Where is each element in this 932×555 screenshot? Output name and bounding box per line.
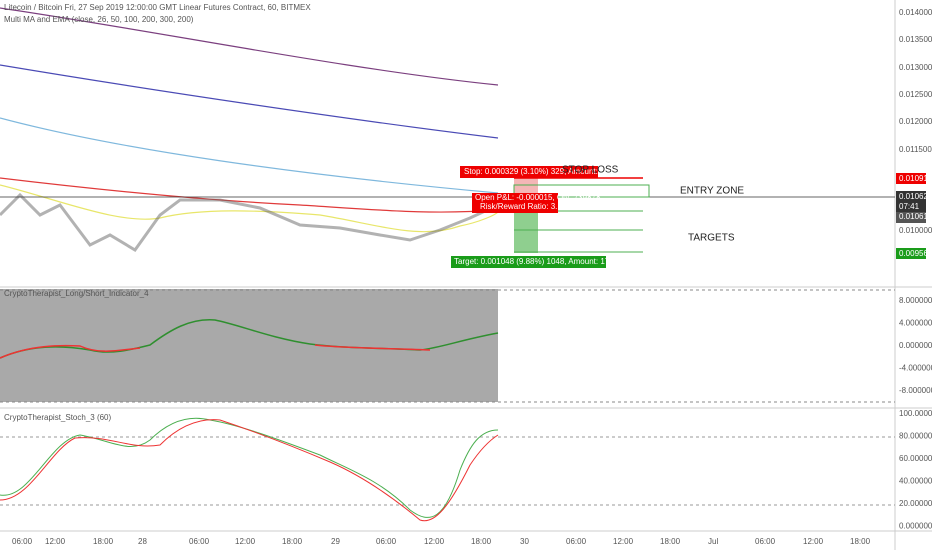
- time-tick: 18:00: [93, 537, 114, 546]
- time-tick: 30: [520, 537, 529, 546]
- pane1-tick: 8.000000: [899, 296, 932, 305]
- stop-text: Stop: 0.000329 (3.10%) 329, Amount: 750: [464, 167, 614, 176]
- pane1-tick: -8.000000: [899, 386, 932, 395]
- time-tick: 29: [331, 537, 340, 546]
- time-tick: 18:00: [471, 537, 492, 546]
- badge: [896, 173, 926, 184]
- ema-line: [0, 177, 499, 213]
- targets-label: TARGETS: [688, 233, 735, 244]
- price-tick: 0.014000: [899, 8, 932, 17]
- pane2-title: CryptoTherapist_Stoch_3 (60): [4, 413, 112, 422]
- price-candles: [0, 192, 499, 252]
- study-title: Multi MA and EMA (close, 26, 50, 100, 20…: [4, 15, 194, 24]
- badge: [896, 212, 926, 223]
- entry-zone-label: ENTRY ZONE: [680, 186, 744, 197]
- pnl-text: Open P&L: -0.000015, Qty: 739878: [475, 193, 601, 202]
- stop-zone: [514, 178, 538, 197]
- last-badge: 0.010625: [899, 192, 932, 201]
- pane2-tick: 80.000000: [899, 432, 932, 441]
- time-tick: 12:00: [613, 537, 634, 546]
- pane2-tick: 60.000000: [899, 454, 932, 463]
- pane1-tick: 0.000000: [899, 341, 932, 350]
- ema-line: [0, 184, 499, 233]
- stoch-d: [0, 419, 499, 522]
- ma-line: [0, 117, 499, 194]
- header-title: Litecoin / Bitcoin Fri, 27 Sep 2019 12:0…: [4, 3, 311, 12]
- time-tick: Jul: [708, 537, 718, 546]
- ma-line: [0, 64, 499, 139]
- price-tick: 0.010000: [899, 226, 932, 235]
- pane2-tick: 0.000000: [899, 522, 932, 531]
- time-tick: 06:00: [566, 537, 587, 546]
- target-text: Target: 0.001048 (9.88%) 1048, Amount: 1…: [454, 257, 630, 266]
- stoch-k: [0, 417, 499, 518]
- time-tick: 18:00: [850, 537, 871, 546]
- stop-loss-label: STOP LOSS: [562, 165, 619, 176]
- pane2-tick: 100.000000: [899, 409, 932, 418]
- rr-text: Risk/Reward Ratio: 3.19: [480, 202, 567, 211]
- target-badge: 0.009563: [899, 249, 932, 258]
- price-tick: 0.012500: [899, 90, 932, 99]
- stop-badge: 0.010919: [899, 174, 932, 183]
- entry-zone: [513, 184, 650, 198]
- time-tick: 12:00: [235, 537, 256, 546]
- entry-badge: 0.010610: [899, 212, 932, 221]
- pane2-tick: 20.000000: [899, 499, 932, 508]
- badge: [896, 248, 926, 259]
- badge: [896, 191, 926, 212]
- time-tick: 28: [138, 537, 147, 546]
- time-tick: 06:00: [376, 537, 397, 546]
- time-tick: 12:00: [424, 537, 445, 546]
- time-tick: 12:00: [45, 537, 66, 546]
- pane1-tick: -4.000000: [899, 364, 932, 373]
- stop-box: [460, 166, 598, 178]
- pnl-box: [472, 193, 558, 213]
- time-tick: 18:00: [282, 537, 303, 546]
- pane1-title: CryptoTherapist_Long/Short_Indicator_4: [4, 289, 149, 298]
- time-tick: 18:00: [660, 537, 681, 546]
- price-tick: 0.013000: [899, 63, 932, 72]
- pane1-tick: 4.000000: [899, 319, 932, 328]
- time-tick: 06:00: [12, 537, 33, 546]
- axis-labels: 0.014000 0.013500 0.013000 0.012500 0.012000…: [12, 8, 932, 546]
- time-tick: 12:00: [803, 537, 824, 546]
- time-tick: 06:00: [189, 537, 210, 546]
- ma-line: [0, 7, 499, 86]
- countdown-badge: 07:41: [899, 202, 920, 211]
- indicator-bg: [0, 289, 498, 402]
- price-tick: 0.013500: [899, 35, 932, 44]
- indicator-line-red: [0, 344, 431, 359]
- price-tick: 0.012000: [899, 117, 932, 126]
- pane2-tick: 40.000000: [899, 477, 932, 486]
- time-tick: 06:00: [755, 537, 776, 546]
- target-box: [451, 256, 606, 268]
- price-tick: 0.011500: [899, 145, 932, 154]
